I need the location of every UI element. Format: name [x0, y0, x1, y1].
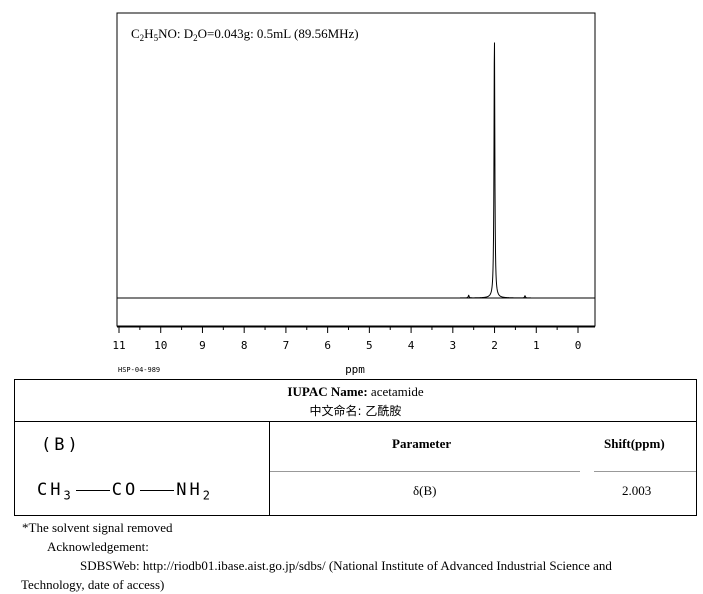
formula-ch-sub: 3	[63, 488, 74, 503]
chart-title: C2H5NO: D2O=0.043g: 0.5mL (89.56MHz)	[131, 26, 359, 43]
name-row: IUPAC Name: acetamide 中文命名: 乙酰胺	[15, 380, 696, 422]
solvent-note: *The solvent signal removed	[22, 520, 173, 535]
x-tick-label: 0	[575, 339, 582, 352]
x-tick-label: 6	[324, 339, 331, 352]
shift-header: Shift(ppm)	[604, 436, 665, 451]
formula-co: CO	[111, 480, 139, 500]
x-tick-label: 4	[408, 339, 415, 352]
assignment-table: IUPAC Name: acetamide 中文命名: 乙酰胺 (B) CH3 C…	[14, 379, 697, 516]
source-line-2: Technology, date of access)	[21, 577, 165, 592]
formula-nh: NH	[176, 480, 203, 500]
x-tick-label: 3	[450, 339, 457, 352]
group-label: (B)	[41, 435, 81, 455]
source-line-1: SDBSWeb: http://riodb01.ibase.aist.go.jp…	[80, 558, 612, 573]
spectrum-trace	[117, 42, 595, 299]
header-rule-left	[270, 471, 580, 472]
spectrum-code: HSP-04-989	[118, 366, 160, 374]
acknowledgement-label: Acknowledgement:	[47, 539, 149, 554]
x-tick-label: 2	[491, 339, 498, 352]
iupac-label: IUPAC Name:	[287, 384, 368, 399]
x-tick-label: 9	[199, 339, 206, 352]
structure-formula: CH3 CO NH2	[37, 480, 213, 502]
x-axis-label: ppm	[345, 363, 365, 376]
shift-value: 2.003	[622, 483, 652, 498]
nmr-spectrum-chart: C2H5NO: D2O=0.043g: 0.5mL (89.56MHz) 11 1…	[112, 12, 596, 376]
x-tick-label: 7	[283, 339, 290, 352]
bond-1	[75, 489, 110, 491]
structure-cell: (B) CH3 CO NH2	[15, 421, 270, 515]
x-tick-label: 11	[112, 339, 125, 352]
x-tick-label: 1	[533, 339, 540, 352]
parameter-value: δ(B)	[413, 483, 437, 498]
iupac-name: acetamide	[370, 384, 424, 399]
x-tick-label: 8	[241, 339, 248, 352]
header-rule-right	[594, 471, 696, 472]
parameter-cell: Parameter Shift(ppm) δ(B) 2.003	[270, 421, 696, 515]
formula-nh-sub: 2	[202, 488, 213, 503]
parameter-header: Parameter	[392, 436, 452, 451]
plot-frame	[116, 12, 596, 327]
bond-2	[140, 489, 175, 491]
chinese-name: 乙酰胺	[365, 404, 402, 418]
footnotes: *The solvent signal removed Acknowledgem…	[21, 518, 697, 594]
x-tick-label: 5	[366, 339, 373, 352]
chinese-label: 中文命名:	[309, 404, 362, 418]
x-tick-label: 10	[154, 339, 167, 352]
formula-ch: CH	[37, 480, 64, 500]
